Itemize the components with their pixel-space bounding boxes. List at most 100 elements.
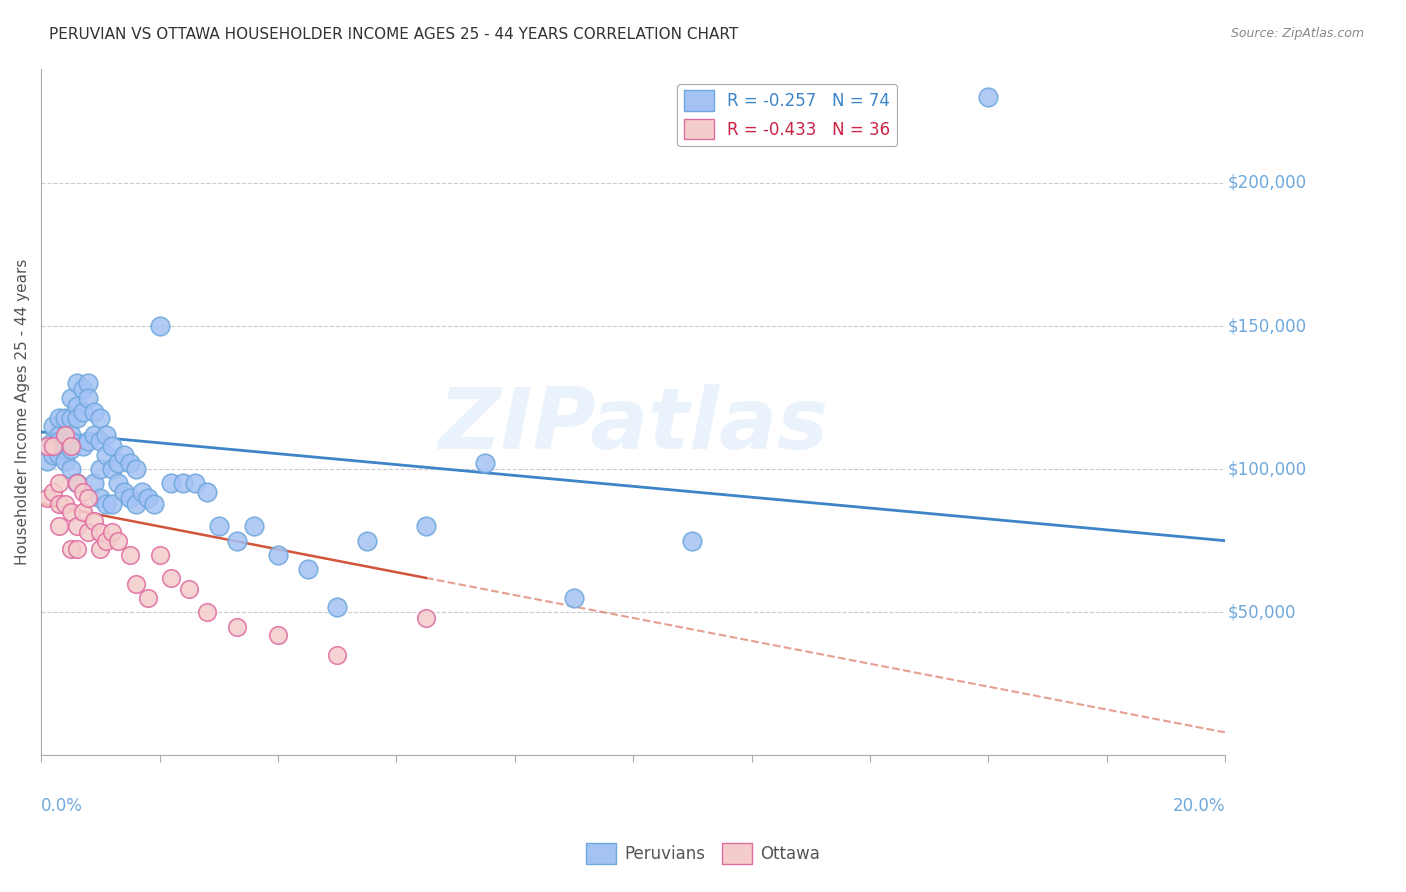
Point: [101, 525, 124, 540]
Point: [42, 439, 65, 453]
Point: [125, 576, 148, 591]
Point: [53, 439, 76, 453]
Text: $200,000: $200,000: [1227, 174, 1306, 192]
Y-axis label: Householder Income Ages 25 - 44 years: Householder Income Ages 25 - 44 years: [15, 259, 30, 566]
Point: [59, 439, 82, 453]
Text: PERUVIAN VS OTTAWA HOUSEHOLDER INCOME AGES 25 - 44 YEARS CORRELATION CHART: PERUVIAN VS OTTAWA HOUSEHOLDER INCOME AG…: [49, 27, 738, 42]
Point: [89, 525, 111, 540]
Point: [208, 519, 231, 533]
Point: [42, 448, 65, 462]
Point: [267, 628, 290, 642]
Point: [184, 476, 207, 491]
Point: [42, 485, 65, 500]
Point: [35, 453, 58, 467]
Point: [35, 439, 58, 453]
Point: [72, 439, 94, 453]
Point: [66, 476, 89, 491]
Point: [35, 439, 58, 453]
Text: ZIPatlas: ZIPatlas: [439, 384, 828, 467]
Point: [59, 542, 82, 557]
Point: [48, 448, 70, 462]
Point: [48, 434, 70, 448]
Point: [66, 542, 89, 557]
Text: 0.0%: 0.0%: [41, 797, 83, 814]
Point: [83, 405, 105, 419]
Point: [66, 410, 89, 425]
Point: [59, 505, 82, 519]
Point: [125, 496, 148, 510]
Point: [562, 591, 585, 605]
Point: [148, 319, 170, 334]
Point: [53, 442, 76, 457]
Text: 20.0%: 20.0%: [1173, 797, 1226, 814]
Point: [89, 462, 111, 476]
Point: [66, 476, 89, 491]
Point: [112, 485, 135, 500]
Point: [89, 410, 111, 425]
Point: [356, 533, 378, 548]
Point: [112, 448, 135, 462]
Point: [72, 382, 94, 396]
Point: [142, 496, 165, 510]
Point: [66, 376, 89, 391]
Point: [267, 548, 290, 562]
Point: [474, 457, 496, 471]
Legend: R = -0.257   N = 74, R = -0.433   N = 36: R = -0.257 N = 74, R = -0.433 N = 36: [678, 84, 897, 146]
Point: [66, 519, 89, 533]
Point: [96, 533, 118, 548]
Point: [96, 427, 118, 442]
Point: [48, 496, 70, 510]
Point: [118, 548, 141, 562]
Point: [148, 548, 170, 562]
Point: [35, 491, 58, 505]
Point: [83, 427, 105, 442]
Point: [326, 599, 349, 614]
Point: [101, 439, 124, 453]
Point: [48, 439, 70, 453]
Point: [107, 533, 129, 548]
Point: [48, 476, 70, 491]
Point: [77, 525, 100, 540]
Point: [66, 399, 89, 413]
Text: $50,000: $50,000: [1227, 603, 1296, 621]
Point: [48, 519, 70, 533]
Point: [101, 496, 124, 510]
Point: [326, 648, 349, 663]
Point: [77, 391, 100, 405]
Point: [225, 619, 247, 633]
Point: [42, 439, 65, 453]
Point: [59, 427, 82, 442]
Point: [195, 605, 218, 619]
Point: [77, 434, 100, 448]
Point: [125, 462, 148, 476]
Point: [59, 434, 82, 448]
Point: [107, 457, 129, 471]
Point: [72, 505, 94, 519]
Point: [48, 427, 70, 442]
Point: [195, 485, 218, 500]
Point: [53, 453, 76, 467]
Point: [72, 405, 94, 419]
Point: [48, 442, 70, 457]
Point: [53, 496, 76, 510]
Point: [243, 519, 266, 533]
Point: [59, 391, 82, 405]
Point: [225, 533, 247, 548]
Point: [977, 90, 1000, 104]
Point: [681, 533, 703, 548]
Point: [48, 410, 70, 425]
Point: [107, 476, 129, 491]
Point: [59, 442, 82, 457]
Point: [89, 542, 111, 557]
Point: [101, 462, 124, 476]
Point: [53, 434, 76, 448]
Point: [96, 496, 118, 510]
Point: [131, 485, 153, 500]
Point: [42, 434, 65, 448]
Point: [83, 476, 105, 491]
Point: [179, 582, 201, 597]
Point: [160, 476, 183, 491]
Point: [118, 457, 141, 471]
Point: [77, 376, 100, 391]
Text: Source: ZipAtlas.com: Source: ZipAtlas.com: [1230, 27, 1364, 40]
